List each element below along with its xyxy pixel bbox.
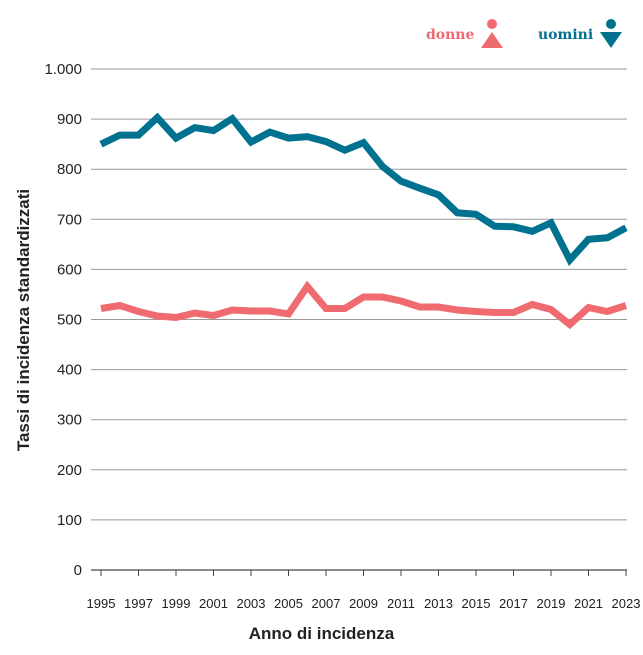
male-triangle-down-icon [600, 19, 623, 48]
legend-label-donne: donne [426, 27, 475, 43]
y-tick-label: 700 [57, 211, 82, 228]
x-tick-label: 2009 [349, 596, 378, 611]
y-axis-ticks: 0 100 200 300 400 500 600 700 800 900 1.000 [44, 61, 82, 579]
y-tick-label: 600 [57, 261, 82, 278]
y-tick-label: 300 [57, 412, 82, 429]
y-tick-label: 0 [74, 562, 82, 579]
y-tick-label: 200 [57, 462, 82, 479]
x-axis: 1995 1997 1999 2001 2003 2005 2007 2009 2011 2013… [87, 570, 641, 611]
y-axis-label: Tassi di incidenza standardizzati [14, 188, 33, 452]
legend-item-uomini: uomini [538, 18, 623, 52]
series-line-uomini [99, 112, 628, 267]
x-tick-label: 2019 [537, 596, 566, 611]
x-tick-label: 2005 [274, 596, 303, 611]
legend-label-uomini: uomini [538, 27, 594, 43]
x-tick-label: 2001 [199, 596, 228, 611]
x-tick-label: 1995 [87, 596, 116, 611]
x-tick-label: 1999 [162, 596, 191, 611]
y-tick-label: 800 [57, 161, 82, 178]
x-tick-label: 1997 [124, 596, 153, 611]
y-tick-label: 400 [57, 362, 82, 379]
x-tick-label: 2017 [499, 596, 528, 611]
y-tick-label: 1.000 [44, 61, 82, 78]
y-tick-label: 500 [57, 312, 82, 329]
y-tick-label: 100 [57, 512, 82, 529]
series-lines [99, 112, 628, 330]
series-line-donne [100, 280, 628, 330]
x-tick-label: 2003 [237, 596, 266, 611]
x-tick-label: 2021 [574, 596, 603, 611]
x-tick-label: 2011 [387, 596, 415, 611]
x-tick-label: 2007 [312, 596, 341, 611]
female-triangle-up-icon [481, 19, 504, 48]
y-tick-label: 900 [57, 111, 82, 128]
x-axis-label: Anno di incidenza [248, 624, 395, 643]
x-tick-label: 2013 [424, 596, 453, 611]
x-tick-label: 2023 [612, 596, 641, 611]
x-tick-label: 2015 [462, 596, 491, 611]
legend-item-donne: donne [426, 18, 504, 52]
